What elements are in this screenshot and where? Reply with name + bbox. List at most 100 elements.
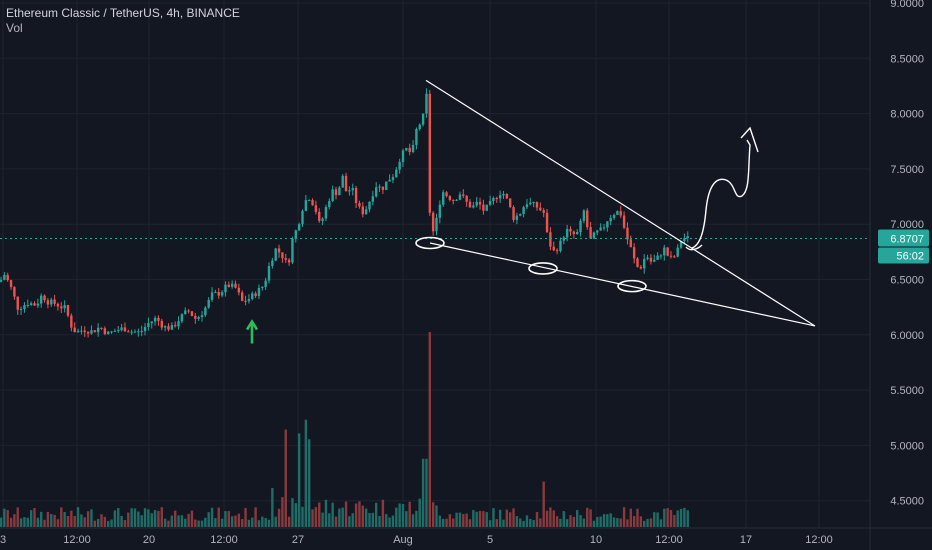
candle (666, 247, 669, 257)
price-axis[interactable]: 9.0000 8.5000 8.0000 7.5000 7.0000 6.5000 6.00… (870, 0, 932, 550)
volume-bar (26, 517, 29, 527)
candle-body (653, 259, 656, 262)
candle (445, 190, 448, 198)
candle (324, 204, 328, 222)
candle-body (639, 266, 643, 269)
volume-bar (3, 508, 6, 527)
candle (217, 288, 220, 299)
volume-bar (210, 507, 214, 527)
volume-bar (9, 517, 13, 527)
candle-body (143, 327, 147, 331)
candle-body (478, 201, 482, 205)
candle (438, 200, 442, 224)
volume-bar (505, 509, 509, 527)
volume-bar (328, 513, 331, 527)
volume-bar (572, 516, 576, 527)
candle (565, 224, 569, 242)
candle-body (398, 161, 401, 170)
candle-body (472, 205, 475, 208)
candle-body (445, 192, 448, 197)
candle-body (210, 292, 214, 300)
volume-bar (381, 499, 385, 527)
volume-bar (559, 518, 562, 527)
candle-body (107, 331, 110, 334)
candle (331, 185, 334, 203)
candle-body (606, 221, 609, 228)
buy-arrow-icon[interactable] (245, 319, 259, 344)
volume-bar (204, 517, 207, 527)
candle-body (103, 328, 107, 334)
candle (458, 191, 462, 201)
pivot-ellipse[interactable] (617, 279, 647, 293)
volume-bar (194, 519, 197, 527)
candle (418, 123, 421, 131)
candle (559, 237, 562, 253)
volume-bar (545, 510, 549, 527)
candle (43, 294, 46, 303)
candle-body (646, 257, 649, 260)
candle-body (311, 200, 314, 206)
candle (421, 113, 425, 127)
candle-body (133, 331, 137, 333)
candle-body (304, 200, 308, 211)
candle (46, 297, 50, 309)
candle (669, 251, 673, 259)
volume-bar (277, 508, 281, 527)
symbol-title[interactable]: Ethereum Classic / TetherUS, 4h, BINANCE (6, 6, 240, 20)
volume-bar (207, 512, 210, 527)
projection-hook[interactable] (685, 244, 703, 251)
candle-body (6, 274, 9, 281)
candle (656, 252, 659, 261)
pivot-ellipse[interactable] (528, 262, 558, 275)
candle (455, 198, 458, 202)
volume-bar (612, 517, 616, 527)
volume-bar (659, 519, 663, 527)
volume-bar (498, 509, 502, 527)
drawings[interactable] (245, 79, 816, 344)
projection-path[interactable] (691, 139, 751, 249)
volume-bar (401, 504, 405, 527)
candle-body (455, 199, 458, 201)
candle (9, 279, 13, 290)
candle-body (163, 326, 167, 328)
candle-body (281, 252, 284, 259)
candle (70, 313, 73, 332)
volume-label[interactable]: Vol (6, 21, 23, 35)
volume-bar (234, 515, 237, 527)
candle-body (525, 204, 529, 208)
volume-bar (421, 458, 425, 527)
volume-bar (669, 509, 673, 527)
candle-body (187, 310, 190, 312)
candle (408, 143, 411, 156)
volume-bar (271, 488, 274, 527)
candle-body (686, 236, 689, 239)
pivot-ellipse[interactable] (415, 236, 445, 250)
candle-body (73, 327, 76, 333)
time-axis[interactable]: 3 12:00 20 12:00 27 Aug 5 10 12:00 17 12:00 (0, 527, 932, 550)
candle-body (532, 202, 535, 204)
candle-body (194, 315, 197, 319)
trendline[interactable] (425, 79, 816, 327)
projection-arrow-icon[interactable] (740, 126, 759, 153)
volume-bar (622, 507, 626, 527)
candle-body (442, 192, 445, 205)
candle (117, 325, 120, 333)
volume-bar (351, 513, 354, 527)
candle-body (519, 214, 522, 216)
candle (40, 293, 43, 308)
trendline[interactable] (429, 242, 816, 327)
candle-body (130, 331, 133, 333)
volume-bar (378, 516, 381, 527)
volume-bar (274, 516, 277, 527)
volume-bar (549, 507, 552, 527)
volume-bar (127, 512, 130, 527)
candle-body (375, 187, 378, 197)
volume-bar (391, 515, 395, 527)
candle (606, 221, 609, 232)
volume-bar (334, 516, 338, 527)
candle-body (287, 259, 291, 263)
volume-bar (512, 508, 515, 527)
volume-bar (663, 508, 666, 527)
candle-body (341, 175, 344, 188)
